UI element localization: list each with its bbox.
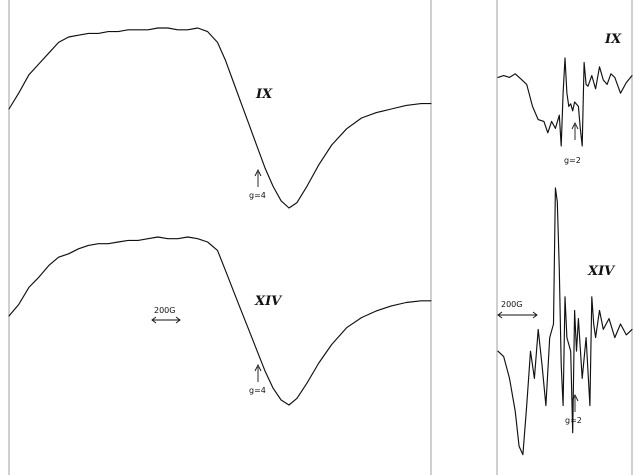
g2-label-top: g=2 (564, 156, 581, 165)
scale-bar-left-label: 200G (154, 306, 175, 315)
series-trace-xiv-left (8, 236, 432, 406)
series-trace-ix-right (497, 57, 633, 147)
g4-label-bottom: g=4 (249, 386, 266, 395)
series-label-ix-right: IX (604, 32, 622, 47)
scale-bar-right-label: 200G (501, 300, 522, 309)
g2-arrowhead-bottom (571, 393, 579, 402)
scale-bar-right-head-r (532, 311, 538, 319)
series-label-xiv-right: XIV (587, 264, 616, 279)
g4-arrowhead-top (254, 168, 262, 177)
series-label-ix-left: IX (255, 87, 273, 102)
g4-arrowhead-bottom (254, 363, 262, 372)
g4-label-top: g=4 (249, 191, 266, 200)
series-trace-xiv-right (497, 187, 633, 456)
series-label-xiv-left: XIV (254, 294, 283, 309)
scale-bar-left-head-l (151, 316, 157, 324)
scale-bar-right-head-l (497, 311, 503, 319)
scale-bar-left-head-r (175, 316, 181, 324)
g2-arrowhead-top (571, 121, 579, 130)
series-trace-ix-left (8, 27, 432, 209)
g2-label-bottom: g=2 (565, 416, 582, 425)
